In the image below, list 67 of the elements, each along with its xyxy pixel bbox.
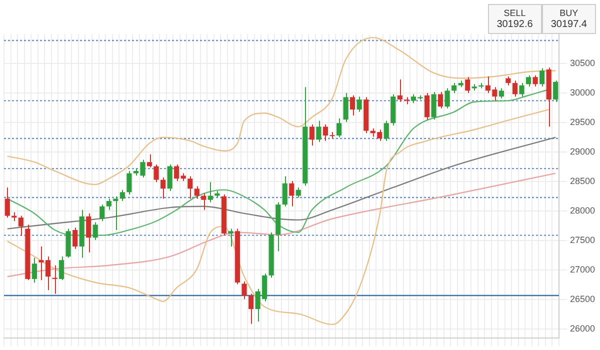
- line-series: [6, 36, 556, 186]
- candlestick: [316, 120, 322, 143]
- candlestick: [289, 180, 294, 207]
- candlestick: [120, 189, 125, 202]
- candlestick: [336, 118, 342, 138]
- candlestick: [540, 68, 545, 88]
- candlestick: [431, 91, 436, 120]
- y-tick-label: 30000: [570, 88, 596, 98]
- candlestick: [465, 76, 470, 94]
- text: SELL: [502, 7, 527, 19]
- candlestick: [194, 186, 200, 200]
- y-tick-label: 26000: [570, 324, 596, 334]
- candlestick: [444, 88, 450, 109]
- y-tick-label: 28000: [570, 206, 596, 216]
- y-tick-label: 27500: [570, 235, 596, 246]
- y-tick-label: 30500: [570, 58, 596, 68]
- y-tick-label: 29000: [570, 146, 596, 157]
- candlestick: [438, 91, 444, 109]
- candlestick: [553, 80, 558, 102]
- candlestick: [356, 96, 362, 112]
- text: 30192.6: [496, 19, 533, 31]
- candlestick: [174, 164, 180, 182]
- y-tick-label: 26500: [570, 294, 596, 304]
- candlestick: [343, 92, 348, 122]
- candlestick: [52, 264, 58, 294]
- candlestick: [167, 164, 172, 192]
- candlestick: [309, 124, 314, 146]
- candlestick: [384, 120, 389, 142]
- candlestick: [58, 256, 64, 281]
- candlestick: [100, 204, 105, 222]
- candlestick: [350, 94, 356, 116]
- candlestick: [452, 82, 457, 94]
- text: 30197.4: [550, 19, 587, 31]
- candlestick: [424, 92, 430, 120]
- candlestick: [126, 170, 132, 196]
- candlestick: [248, 293, 254, 324]
- y-tick-label: 27000: [570, 264, 596, 275]
- candlestick: [32, 257, 37, 284]
- line-series: [6, 108, 550, 326]
- candlestick: [242, 280, 247, 300]
- y-tick-label: 29500: [570, 117, 596, 128]
- candlestick: [228, 228, 234, 248]
- candlestick: [532, 74, 538, 88]
- candlestick: [160, 176, 166, 200]
- candlestick: [188, 176, 193, 200]
- candlestick: [154, 164, 159, 183]
- candlestick: [296, 186, 301, 198]
- candlestick: [106, 198, 112, 210]
- candlestick: [397, 78, 402, 102]
- candlestick: [18, 215, 24, 236]
- line-series: [6, 172, 556, 278]
- y-tick-label: 28500: [570, 176, 596, 186]
- candlestick: [208, 182, 213, 203]
- candlestick: [526, 74, 532, 88]
- candlestick: [519, 82, 524, 98]
- candlestick: [146, 154, 152, 168]
- candlestick: [512, 80, 518, 98]
- candlestick: [498, 88, 504, 99]
- line-series: [6, 136, 556, 230]
- candlestick: [72, 227, 78, 250]
- candlestick: [201, 192, 206, 210]
- candlestick: [92, 222, 98, 241]
- candlestick: [282, 176, 288, 207]
- candlestick: [4, 186, 10, 218]
- candlestick: [113, 196, 118, 230]
- text: BUY: [558, 7, 580, 19]
- candlestick: [86, 212, 92, 253]
